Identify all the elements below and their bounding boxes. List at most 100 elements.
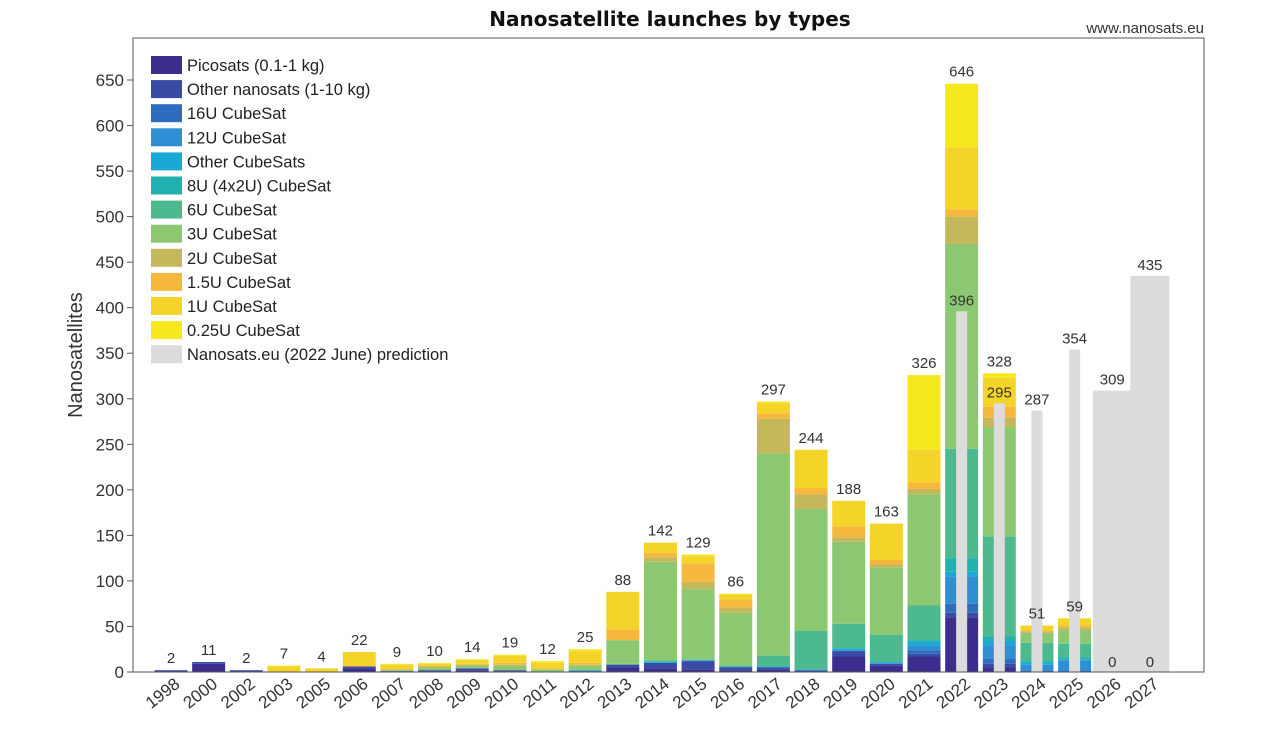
legend-label: 1U CubeSat: [187, 298, 277, 316]
bar-segment-2018: [794, 670, 828, 672]
bar-segment-2008: [418, 667, 452, 671]
legend-label: 12U CubeSat: [187, 129, 286, 147]
legend-swatch: [151, 56, 182, 74]
bar-segment-2021: [907, 494, 941, 606]
bar-segment-2008: [418, 663, 452, 666]
bar-segment-2018: [794, 488, 828, 495]
bar-segment-2014: [643, 561, 677, 661]
bar-segment-2019: [832, 656, 866, 672]
x-tick-label-2010: 2010: [481, 674, 523, 712]
bar-segment-2003: [267, 666, 301, 672]
bar-segment-2019: [832, 650, 866, 652]
bar-segment-2021: [907, 449, 941, 483]
chart-title: Nanosatellite launches by types: [489, 7, 851, 31]
x-tick-label-2002: 2002: [217, 674, 259, 712]
x-tick-label-2023: 2023: [970, 674, 1012, 712]
bar-segment-2011: [531, 661, 564, 663]
bar-segment-2007: [380, 663, 414, 665]
source-label: www.nanosats.eu: [1086, 20, 1204, 37]
bar-segment-2018: [794, 449, 828, 489]
bar-segment-2010: [493, 664, 527, 666]
bar-segment-2020: [869, 559, 903, 565]
bar-segment-2019: [832, 537, 866, 542]
bar-segment-2016: [719, 665, 753, 667]
total-label-2018: 244: [799, 430, 824, 447]
legend-swatch: [151, 224, 182, 243]
bar-segment-2013: [606, 629, 640, 641]
bar-segment-2014: [643, 668, 677, 672]
total-label-2000: 11: [201, 642, 217, 659]
prediction-marker-2024: [1031, 410, 1043, 672]
bar-segment-2006: [342, 665, 376, 667]
bar-segment-2016: [719, 666, 753, 668]
bar-segment-2014: [643, 662, 677, 669]
bar-segment-2014: [643, 661, 677, 663]
legend-label: Nanosats.eu (2022 June) prediction: [187, 346, 448, 364]
y-tick-label: 100: [96, 572, 124, 591]
y-tick-label: 200: [96, 481, 124, 500]
x-tick-label-2022: 2022: [933, 674, 975, 712]
bar-segment-2017: [756, 401, 790, 404]
x-tick-label-2021: 2021: [895, 674, 937, 712]
bar-segment-2008: [418, 670, 452, 672]
bar-segment-2021: [907, 375, 941, 450]
total-label-2015: 129: [686, 535, 711, 552]
x-tick-label-2007: 2007: [368, 674, 410, 712]
bar-segment-2013: [606, 591, 640, 630]
legend-label: 8U (4x2U) CubeSat: [187, 178, 331, 196]
bar-segment-2015: [681, 661, 715, 670]
bar-segment-2020: [869, 523, 903, 560]
legend-swatch: [151, 152, 182, 171]
total-label-2025: 59: [1066, 598, 1083, 615]
x-tick-label-2009: 2009: [443, 674, 485, 712]
bar-segment-2020: [869, 663, 903, 666]
bar-segment-2022: [945, 147, 979, 210]
bar-segment-2007: [380, 669, 414, 671]
prediction-label-2024: 287: [1024, 392, 1049, 409]
y-tick-label: 650: [96, 71, 124, 90]
bar-segment-2022: [945, 216, 979, 244]
bar-segment-2014: [643, 557, 677, 562]
bar-segment-2013: [606, 640, 640, 664]
bar-segment-2013: [606, 664, 640, 668]
bar-segment-2007: [380, 664, 414, 670]
bar-segment-2010: [493, 655, 527, 663]
x-tick-label-2006: 2006: [330, 674, 372, 712]
y-tick-label: 500: [96, 208, 124, 227]
bar-segment-2019: [832, 651, 866, 657]
bar-segment-2009: [455, 665, 489, 669]
prediction-bar-2026: [1092, 390, 1132, 672]
x-tick-label-2016: 2016: [707, 674, 749, 712]
plot-frame: [132, 37, 1205, 673]
legend-swatch: [151, 345, 182, 364]
x-tick-label-2025: 2025: [1046, 674, 1088, 712]
total-label-2010: 19: [502, 635, 519, 652]
total-label-2020: 163: [874, 504, 899, 521]
legend-label: Picosats (0.1-1 kg): [187, 57, 325, 75]
bar-segment-2006: [342, 668, 376, 672]
y-tick-label: 150: [96, 526, 124, 545]
y-tick-label: 0: [115, 663, 124, 682]
bar-segment-2019: [832, 500, 866, 527]
bar-segment-2017: [756, 669, 790, 672]
total-label-2011: 12: [539, 641, 556, 658]
legend-label: 1.5U CubeSat: [187, 274, 291, 292]
total-label-2006: 22: [351, 632, 368, 649]
prediction-marker-2025: [1069, 349, 1081, 672]
y-tick-label: 350: [96, 344, 124, 363]
bar-segment-2012: [568, 664, 602, 666]
bar-segment-2011: [531, 662, 564, 669]
bar-segment-2014: [643, 660, 677, 662]
bar-segment-2018: [794, 494, 828, 509]
bar-segment-2009: [455, 670, 489, 672]
total-label-1998: 2: [167, 650, 175, 667]
bar-segment-2009: [455, 660, 489, 664]
y-tick-label: 600: [96, 117, 124, 136]
x-tick-label-2005: 2005: [293, 674, 335, 712]
bar-segment-2016: [719, 607, 753, 613]
bar-segment-2009: [455, 659, 489, 661]
bar-segment-2018: [794, 508, 828, 632]
x-tick-label-2017: 2017: [744, 674, 786, 712]
x-tick-label-2024: 2024: [1008, 674, 1050, 712]
